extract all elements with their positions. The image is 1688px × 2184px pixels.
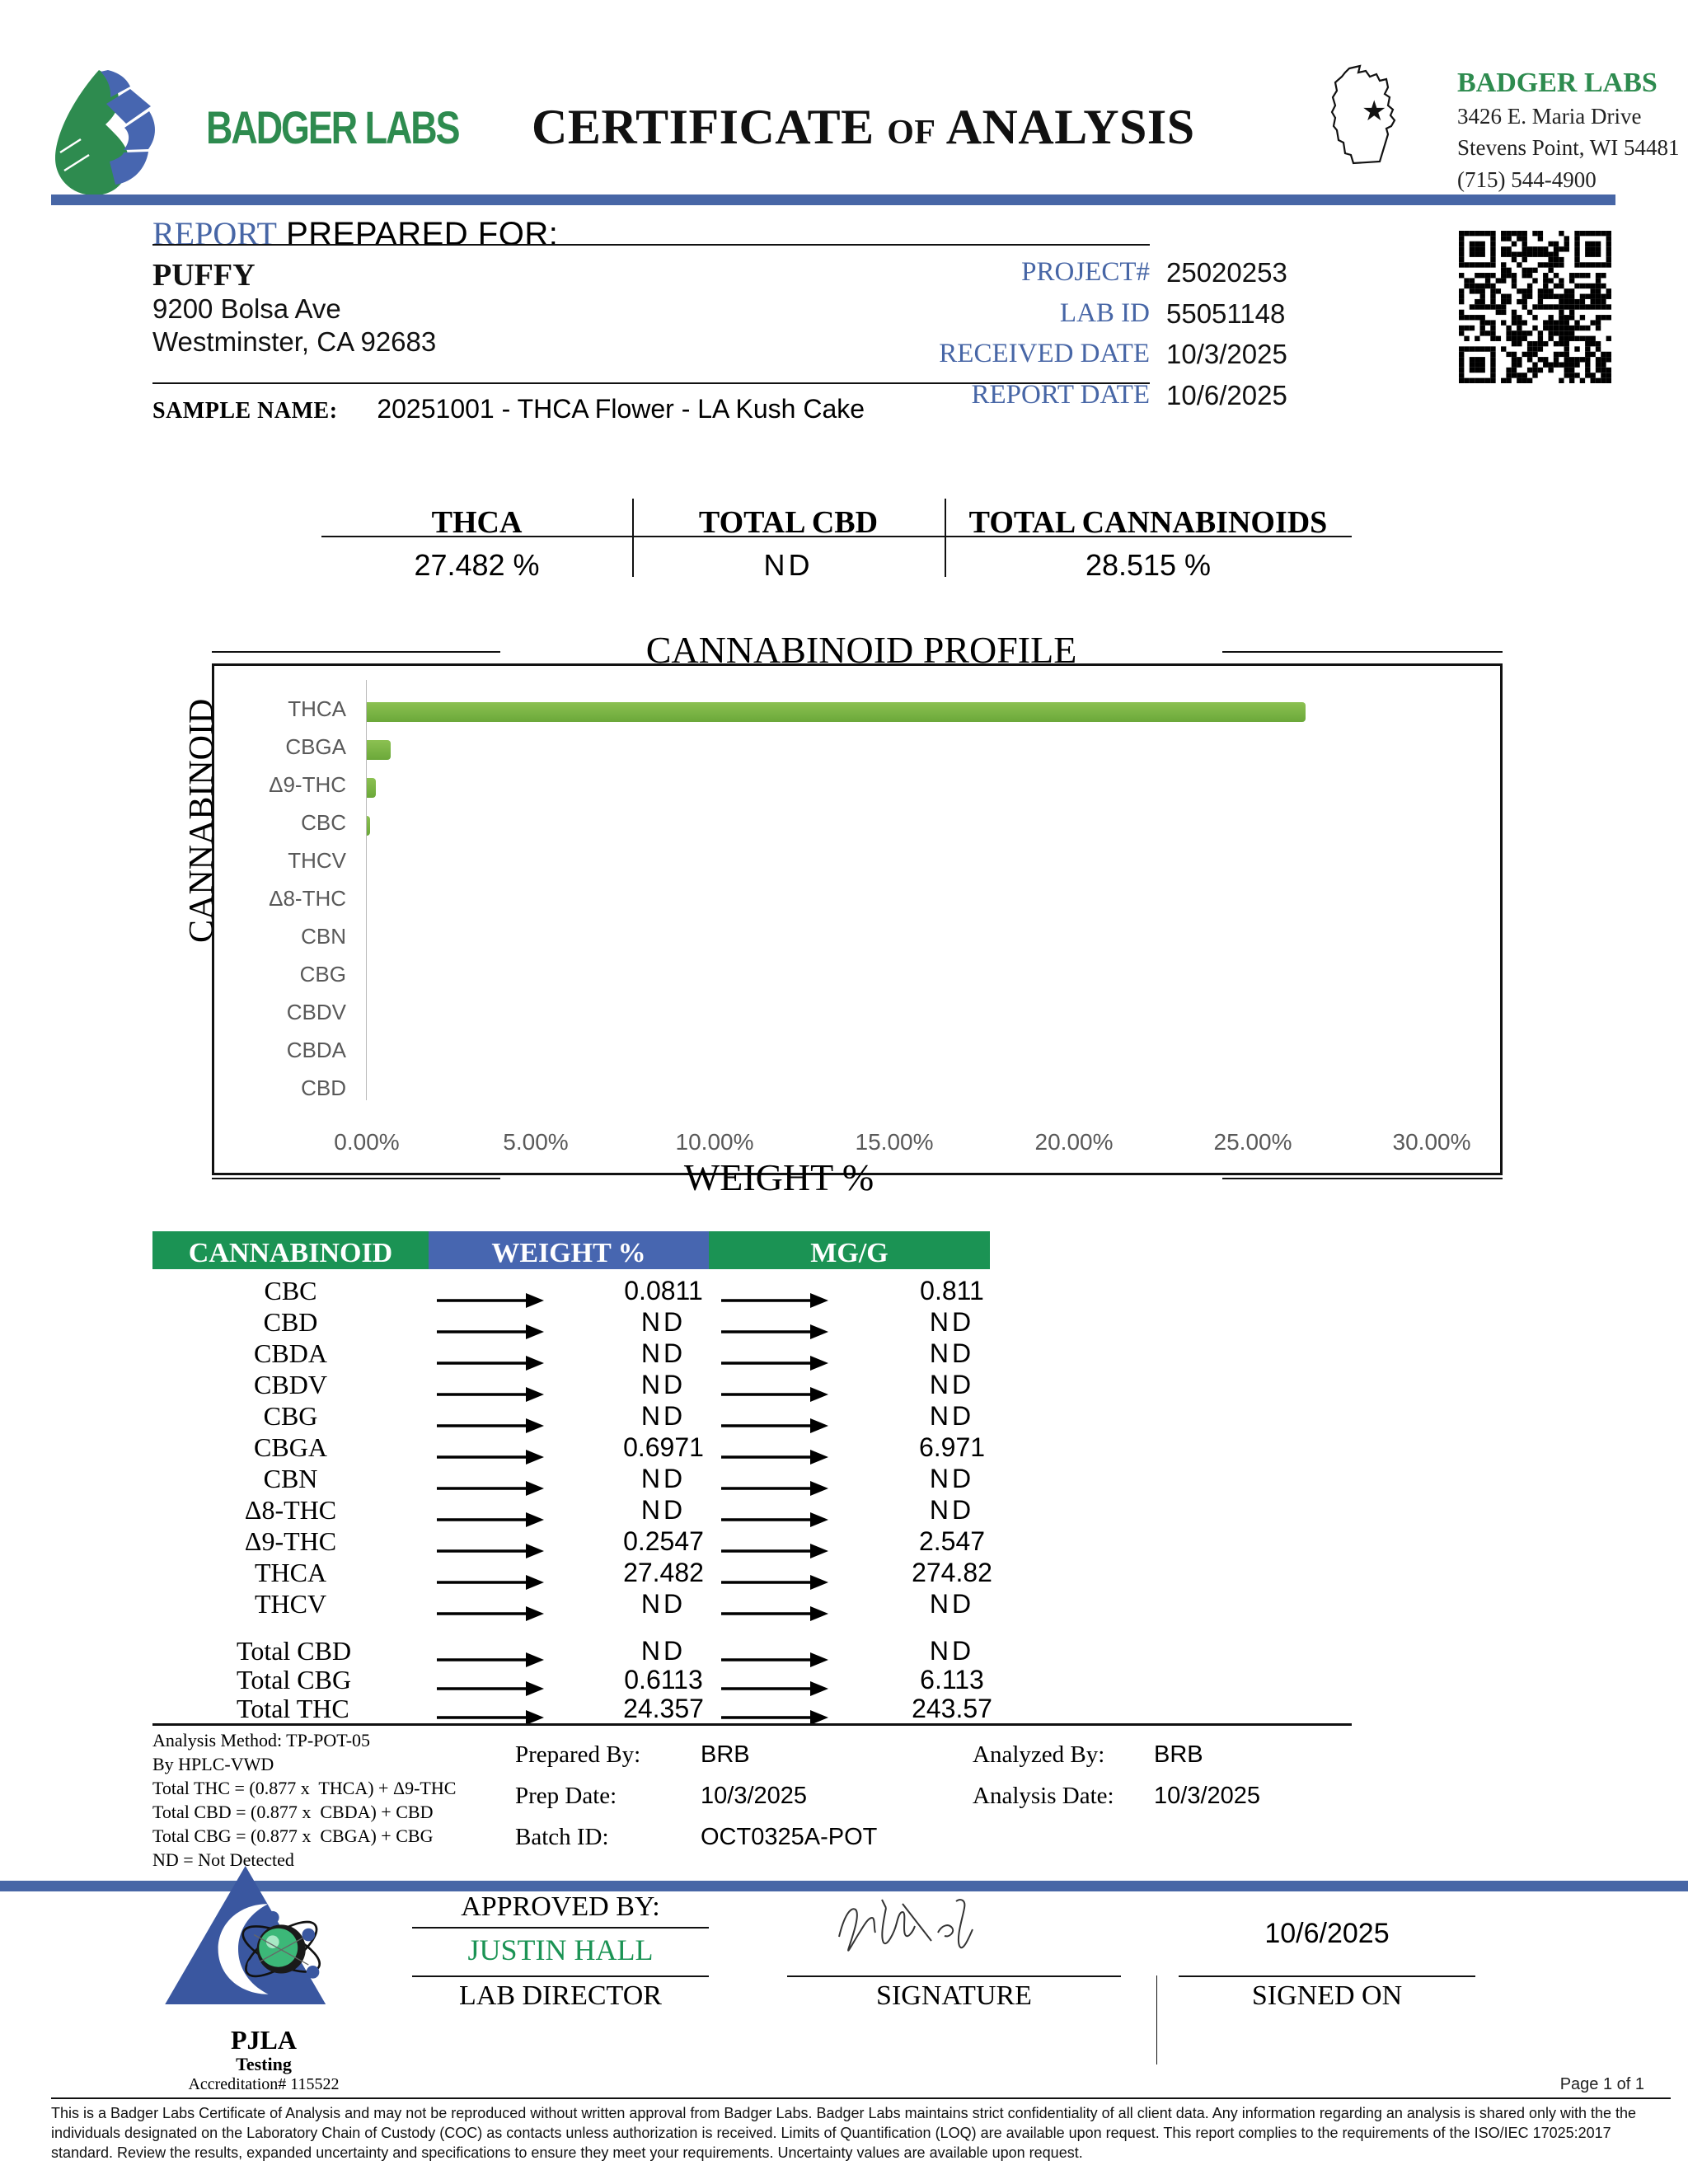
- svg-text:★: ★: [1362, 96, 1386, 127]
